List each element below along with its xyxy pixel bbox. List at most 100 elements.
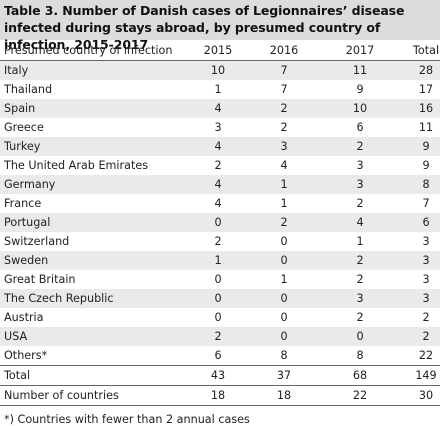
footnote: *) Countries with fewer than 2 annual ca… [4, 413, 250, 426]
cell-2015: 1 [190, 251, 246, 270]
cell-2017: 9 [322, 80, 398, 99]
cell-total: 3 [398, 289, 440, 308]
cell-total: 2 [398, 308, 440, 327]
countries-2016: 18 [246, 385, 322, 406]
countries-label: Number of countries [0, 385, 190, 406]
table-row: France 4 1 2 7 [0, 194, 440, 213]
cell-country: France [0, 194, 190, 213]
cell-2016: 3 [246, 137, 322, 156]
cell-2015: 10 [190, 60, 246, 80]
cell-2017: 2 [322, 194, 398, 213]
cell-2017: 11 [322, 60, 398, 80]
cell-country: Italy [0, 60, 190, 80]
total-2015: 43 [190, 365, 246, 386]
table-row: Greece 3 2 6 11 [0, 118, 440, 137]
cell-total: 3 [398, 232, 440, 251]
cell-total: 3 [398, 251, 440, 270]
cell-2017: 10 [322, 99, 398, 118]
cell-total: 6 [398, 213, 440, 232]
cell-2016: 1 [246, 194, 322, 213]
total-2016: 37 [246, 365, 322, 386]
cell-total: 28 [398, 60, 440, 80]
cell-country: The Czech Republic [0, 289, 190, 308]
cell-total: 17 [398, 80, 440, 99]
cell-2015: 2 [190, 232, 246, 251]
table-row: The United Arab Emirates 2 4 3 9 [0, 156, 440, 175]
countries-2015: 18 [190, 385, 246, 406]
cell-2017: 6 [322, 118, 398, 137]
cell-2017: 3 [322, 156, 398, 175]
cases-table: Presumed country of infection 2015 2016 … [0, 40, 440, 406]
cell-country: Portugal [0, 213, 190, 232]
cell-country: Austria [0, 308, 190, 327]
cell-total: 9 [398, 156, 440, 175]
cell-total: 22 [398, 346, 440, 366]
table-row: Switzerland 2 0 1 3 [0, 232, 440, 251]
table-row: Thailand 1 7 9 17 [0, 80, 440, 99]
cell-2017: 3 [322, 175, 398, 194]
cell-2016: 0 [246, 232, 322, 251]
header-2015: 2015 [190, 40, 246, 61]
cell-2015: 0 [190, 289, 246, 308]
cell-2015: 4 [190, 194, 246, 213]
total-all: 149 [398, 365, 440, 386]
cell-country: Turkey [0, 137, 190, 156]
header-row: Presumed country of infection 2015 2016 … [0, 40, 440, 61]
cell-2017: 2 [322, 308, 398, 327]
cell-total: 7 [398, 194, 440, 213]
cell-2016: 4 [246, 156, 322, 175]
cell-total: 16 [398, 99, 440, 118]
cell-2016: 7 [246, 60, 322, 80]
table-row: Austria 0 0 2 2 [0, 308, 440, 327]
cell-2016: 8 [246, 346, 322, 366]
cell-2015: 4 [190, 175, 246, 194]
cell-2017: 2 [322, 270, 398, 289]
header-country: Presumed country of infection [0, 40, 190, 61]
cell-2016: 7 [246, 80, 322, 99]
cell-2015: 0 [190, 308, 246, 327]
header-total: Total [398, 40, 440, 61]
cell-country: Sweden [0, 251, 190, 270]
cell-2017: 1 [322, 232, 398, 251]
cell-country: Greece [0, 118, 190, 137]
cell-2016: 1 [246, 270, 322, 289]
cell-2015: 0 [190, 270, 246, 289]
cell-country: Spain [0, 99, 190, 118]
table-row: USA 2 0 0 2 [0, 327, 440, 346]
cell-2016: 0 [246, 308, 322, 327]
cell-2016: 0 [246, 251, 322, 270]
cell-total: 8 [398, 175, 440, 194]
cell-2016: 2 [246, 118, 322, 137]
cell-total: 11 [398, 118, 440, 137]
total-2017: 68 [322, 365, 398, 386]
table-row: Portugal 0 2 4 6 [0, 213, 440, 232]
countries-total: 30 [398, 385, 440, 406]
cell-2017: 2 [322, 137, 398, 156]
cell-2017: 0 [322, 327, 398, 346]
cell-2016: 2 [246, 99, 322, 118]
table-row: Turkey 4 3 2 9 [0, 137, 440, 156]
header-2017: 2017 [322, 40, 398, 61]
header-2016: 2016 [246, 40, 322, 61]
table-row: The Czech Republic 0 0 3 3 [0, 289, 440, 308]
cell-2015: 4 [190, 99, 246, 118]
table-row: Others* 6 8 8 22 [0, 346, 440, 366]
cell-total: 9 [398, 137, 440, 156]
cell-country: Thailand [0, 80, 190, 99]
table-row: Spain 4 2 10 16 [0, 99, 440, 118]
table-row: Sweden 1 0 2 3 [0, 251, 440, 270]
cell-total: 2 [398, 327, 440, 346]
cell-country: Others* [0, 346, 190, 366]
table-row: Italy 10 7 11 28 [0, 60, 440, 80]
cell-2017: 3 [322, 289, 398, 308]
cell-2016: 1 [246, 175, 322, 194]
table-row: Great Britain 0 1 2 3 [0, 270, 440, 289]
cell-country: Germany [0, 175, 190, 194]
cell-2015: 2 [190, 156, 246, 175]
total-label: Total [0, 365, 190, 386]
cell-2016: 0 [246, 327, 322, 346]
cell-2015: 3 [190, 118, 246, 137]
countries-count-row: Number of countries 18 18 22 30 [0, 385, 440, 406]
cell-2017: 4 [322, 213, 398, 232]
cell-2015: 2 [190, 327, 246, 346]
